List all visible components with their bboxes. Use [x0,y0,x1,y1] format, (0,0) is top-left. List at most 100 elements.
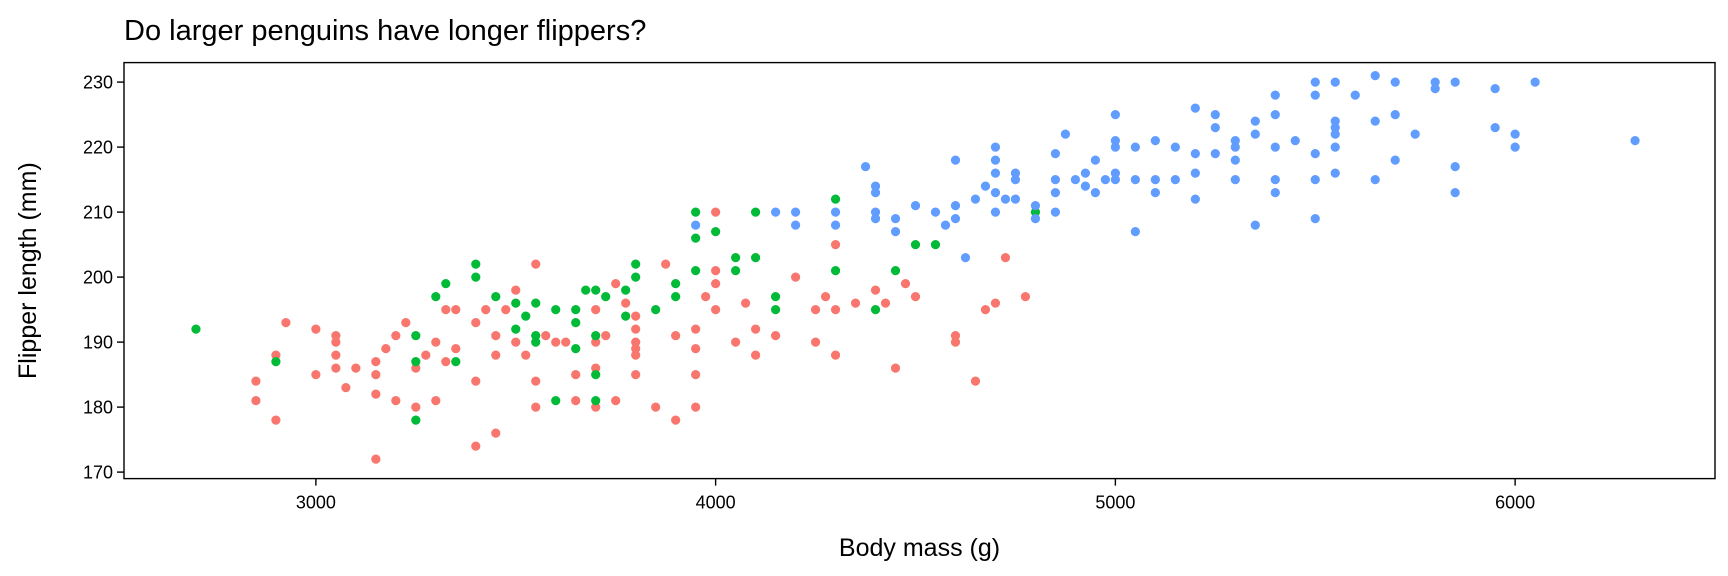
data-point-1 [311,324,321,334]
data-point-2 [890,266,901,276]
data-point-3 [1070,175,1080,185]
data-point-3 [1270,110,1280,120]
data-point-1 [591,402,601,412]
data-point-3 [1330,116,1340,126]
data-point-1 [311,370,321,380]
data-point-1 [391,331,401,341]
data-point-3 [990,155,1001,165]
data-point-1 [691,324,701,334]
data-point-1 [531,402,541,412]
data-point-1 [541,331,551,341]
data-point-3 [1270,90,1280,100]
data-point-1 [371,454,381,464]
data-point-1 [820,292,831,302]
chart-title: Do larger penguins have longer flippers? [124,15,646,47]
data-point-2 [581,285,591,295]
data-point-2 [491,292,501,302]
data-point-1 [631,344,641,354]
data-point-3 [870,207,881,217]
data-point-1 [471,318,481,328]
data-point-3 [1110,175,1120,185]
data-point-1 [551,337,561,347]
data-point-1 [651,402,661,412]
data-point-2 [571,344,581,354]
data-point-3 [1050,207,1061,217]
data-point-1 [571,370,581,380]
data-point-1 [281,318,291,328]
data-point-3 [950,201,961,211]
data-point-1 [591,363,601,373]
data-point-3 [1490,84,1500,94]
data-point-2 [551,396,561,406]
data-point-1 [751,324,761,334]
data-point-1 [271,415,281,425]
data-point-2 [191,324,201,334]
data-point-2 [621,285,631,295]
data-point-1 [331,363,341,373]
data-point-3 [1270,142,1280,152]
data-point-3 [1230,136,1240,146]
data-point-3 [1080,181,1090,191]
data-point-1 [661,259,671,269]
data-point-1 [810,337,821,347]
data-point-3 [960,253,971,263]
data-point-1 [411,363,421,373]
data-point-3 [1100,175,1110,185]
data-point-3 [990,207,1001,217]
data-point-1 [441,357,451,367]
data-point-3 [1390,155,1400,165]
data-point-3 [1330,142,1340,152]
data-point-2 [631,272,641,282]
data-point-1 [830,240,841,250]
data-point-2 [531,331,541,341]
data-point-1 [331,331,341,341]
data-point-1 [481,305,491,315]
data-point-2 [571,305,581,315]
data-point-1 [950,337,961,347]
data-point-3 [1450,77,1460,87]
data-point-1 [601,331,611,341]
data-point-2 [910,240,921,250]
data-point-3 [1010,168,1021,178]
data-point-3 [1150,175,1160,185]
data-point-3 [770,207,781,217]
data-point-2 [651,305,661,315]
data-point-1 [711,279,721,289]
data-point-2 [451,357,461,367]
data-point-3 [1370,175,1380,185]
data-point-1 [491,428,501,438]
data-point-3 [1130,142,1140,152]
data-point-1 [691,344,701,354]
data-point-3 [1410,129,1420,139]
data-point-1 [531,376,541,386]
data-point-1 [531,259,541,269]
data-point-3 [1310,77,1320,87]
data-point-1 [631,324,641,334]
y-tick-label: 170 [83,463,113,483]
data-point-1 [611,396,621,406]
data-point-2 [411,357,421,367]
data-point-3 [1090,155,1100,165]
data-point-2 [830,194,841,204]
data-point-3 [1000,194,1011,204]
y-tick-label: 230 [83,73,113,93]
data-point-1 [830,305,841,315]
data-point-3 [1270,175,1280,185]
data-point-3 [1450,162,1460,172]
data-point-3 [1060,129,1071,139]
x-tick-label: 5000 [1095,493,1135,513]
data-point-2 [441,279,451,289]
data-point-3 [1050,149,1061,159]
data-point-3 [1270,188,1280,198]
data-point-1 [830,350,841,360]
data-point-2 [671,279,681,289]
data-point-2 [591,370,601,380]
data-point-1 [371,370,381,380]
data-point-1 [691,402,701,412]
data-point-3 [890,214,901,224]
data-point-2 [511,324,521,334]
data-point-3 [980,181,991,191]
data-point-3 [1110,110,1120,120]
data-point-2 [511,298,521,308]
y-tick-label: 210 [83,203,113,223]
